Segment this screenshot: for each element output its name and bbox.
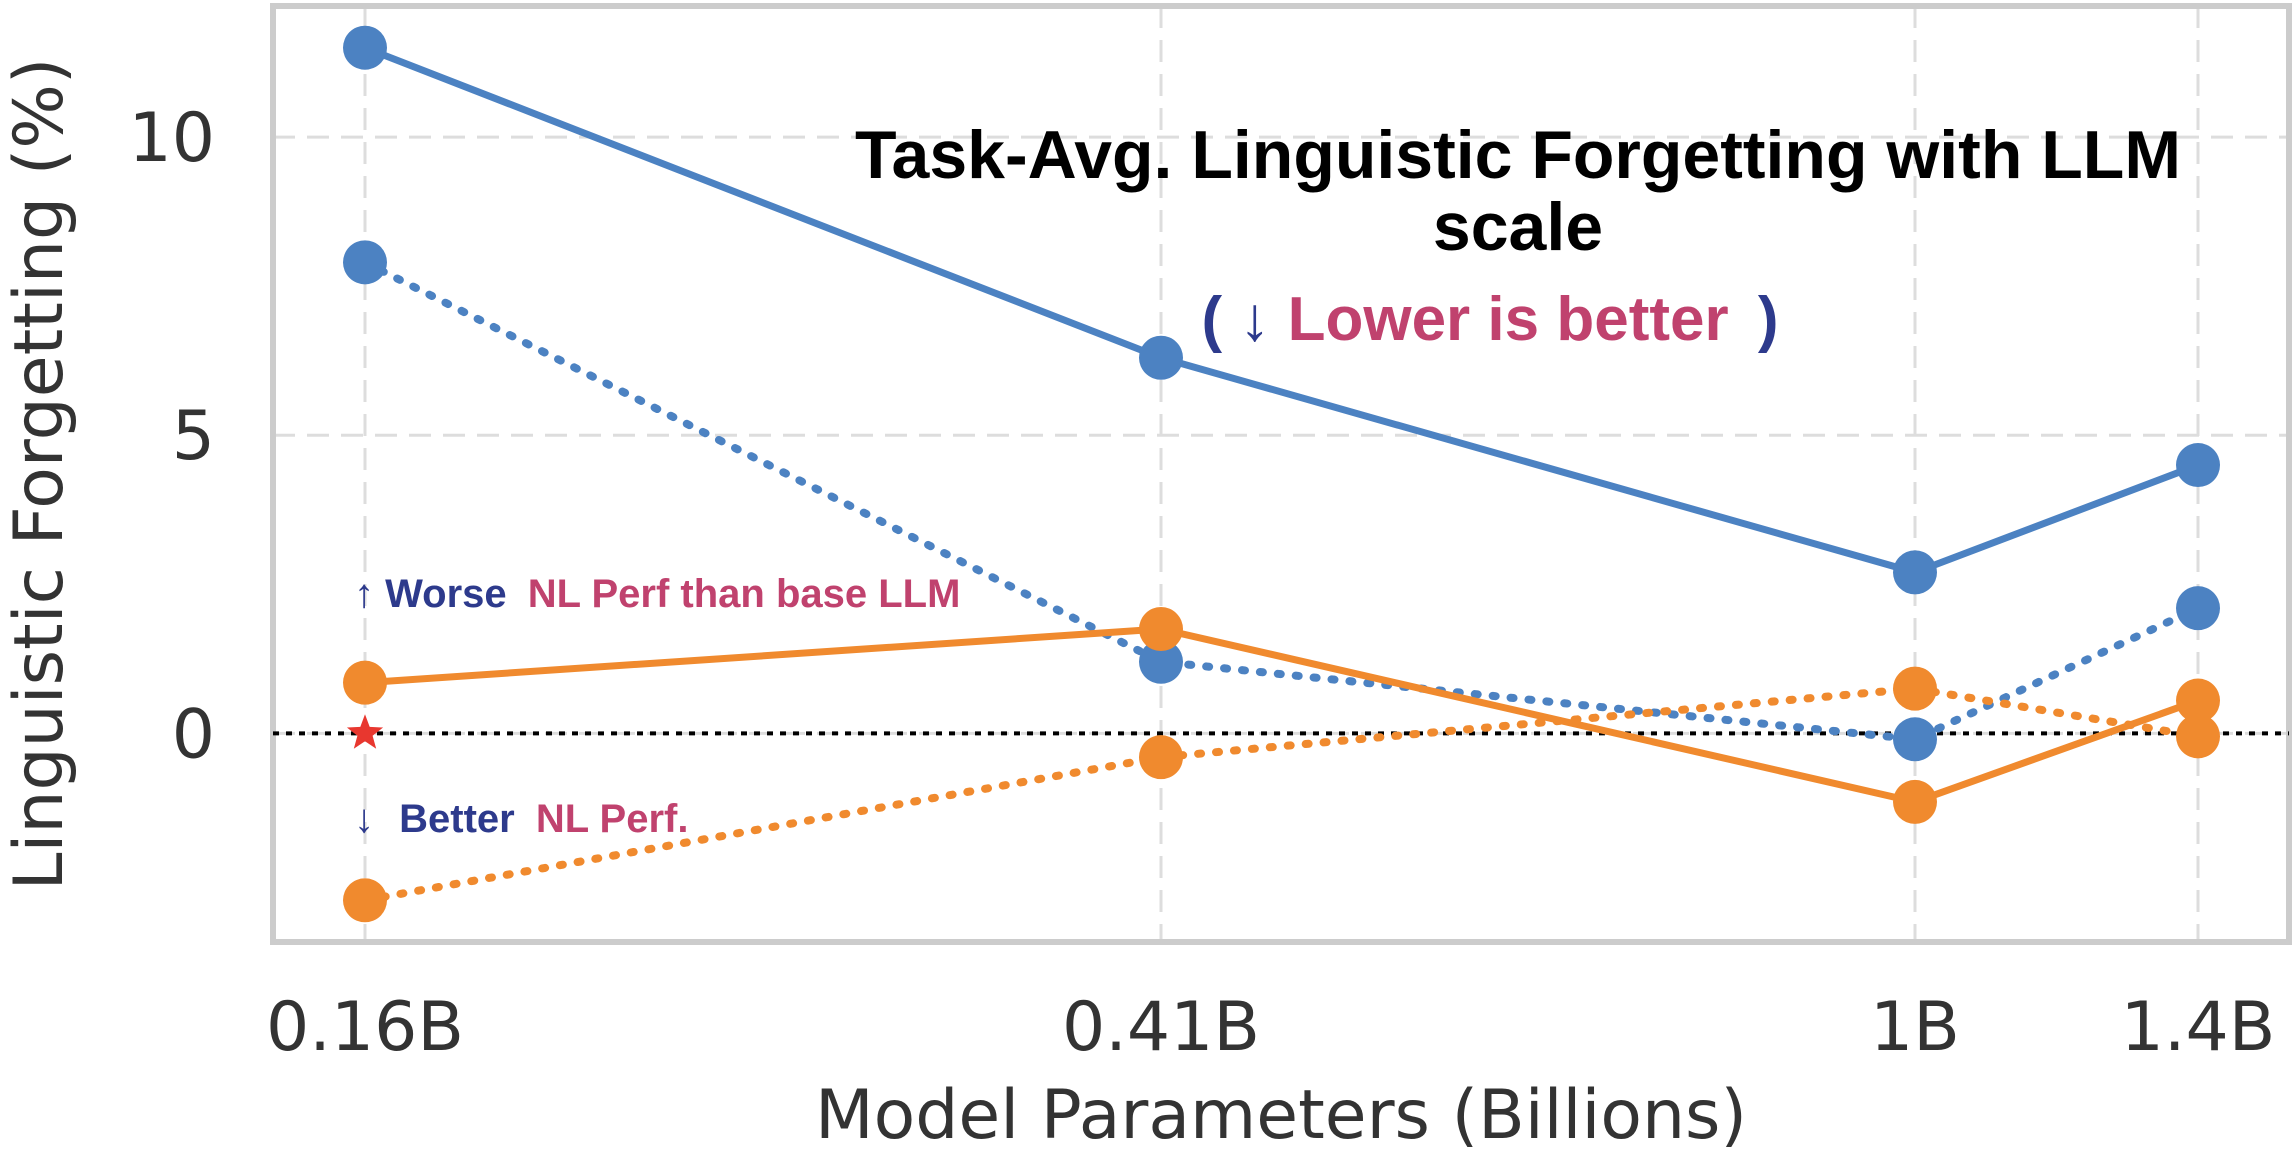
series-layer	[343, 25, 2220, 923]
series-line	[361, 625, 2202, 806]
series-4	[343, 666, 2220, 923]
tick-labels: 0 5 10 0.16B 0.41B 1B 1.4B	[128, 99, 2275, 1067]
series-line	[361, 258, 2202, 744]
better-word: Better	[399, 797, 515, 841]
series-3	[343, 607, 2220, 824]
y-tick-label: 5	[172, 397, 215, 476]
lower-is-better-text: Lower is better	[1288, 285, 1729, 354]
y-tick-label: 0	[172, 695, 215, 774]
down-arrow-icon: ↓	[1239, 285, 1270, 354]
down-arrow-icon: ↓	[354, 797, 374, 841]
data-point	[1139, 607, 1183, 652]
x-tick-label: 1.4B	[2121, 988, 2276, 1067]
worse-rest-text: NL Perf than base LLM	[528, 572, 961, 616]
data-point	[1139, 335, 1183, 380]
lower-is-better-note: ( ↓ Lower is better )	[1201, 285, 1778, 354]
data-point	[343, 878, 387, 923]
data-point	[1893, 717, 1937, 762]
data-point	[2176, 443, 2220, 488]
data-point	[1893, 666, 1937, 711]
data-point	[2176, 678, 2220, 723]
annotation-title-line2: scale	[1433, 189, 1603, 265]
lower-open-paren: (	[1201, 285, 1222, 354]
better-nl-perf-note: ↓ Better NL Perf.	[354, 797, 688, 841]
data-point	[343, 240, 387, 285]
x-tick-label: 0.16B	[266, 988, 464, 1067]
lower-close-paren: )	[1758, 285, 1779, 354]
better-rest-text: NL Perf.	[536, 797, 689, 841]
data-point	[343, 660, 387, 705]
x-tick-label: 1B	[1870, 988, 1960, 1067]
data-point	[1893, 779, 1937, 824]
data-point	[2176, 586, 2220, 631]
series-line	[361, 44, 2202, 576]
series-2	[343, 240, 2220, 762]
up-arrow-icon: ↑	[354, 572, 374, 616]
data-point	[1893, 550, 1937, 595]
data-point	[1139, 735, 1183, 780]
plot-frame	[270, 3, 2292, 945]
data-point	[343, 25, 387, 70]
data-point	[1139, 639, 1183, 684]
x-axis-title: Model Parameters (Billions)	[815, 1076, 1747, 1154]
baseline-star-icon	[346, 714, 384, 749]
worse-nl-perf-note: ↑ Worse NL Perf than base LLM	[354, 572, 960, 616]
data-point	[2176, 714, 2220, 759]
x-tick-label: 0.41B	[1062, 988, 1260, 1067]
worse-word: Worse	[385, 572, 507, 616]
annotation-title-line1: Task-Avg. Linguistic Forgetting with LLM	[855, 117, 2181, 193]
series-line	[361, 684, 2202, 905]
y-axis-title: Linguistic Forgetting (%)	[0, 58, 79, 891]
y-tick-label: 10	[128, 99, 215, 178]
series-1	[343, 25, 2220, 595]
